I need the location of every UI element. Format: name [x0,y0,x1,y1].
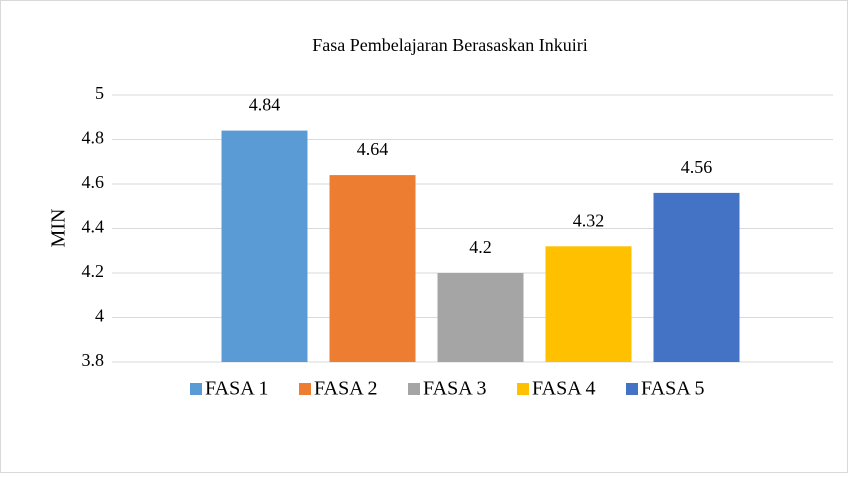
y-tick-label: 4.6 [82,172,105,192]
data-label: 4.32 [573,210,605,230]
legend-label: FASA 3 [423,378,487,400]
data-label: 4.2 [469,237,492,257]
bar [545,246,632,362]
y-tick-label: 4.4 [82,217,105,237]
y-tick-label: 4.8 [82,128,105,148]
y-tick-label: 3.8 [82,350,105,370]
legend-swatch [517,383,529,395]
legend-swatch [408,383,420,395]
data-label: 4.84 [249,95,281,115]
y-tick-label: 4 [95,306,104,326]
legend-label: FASA 5 [641,378,705,400]
legend-swatch [190,383,202,395]
data-label: 4.56 [681,157,713,177]
legend-label: FASA 1 [205,378,269,400]
bar [437,273,524,362]
data-label: 4.64 [357,139,389,159]
y-tick-label: 5 [95,83,104,103]
chart-title: Fasa Pembelajaran Berasaskan Inkuiri [312,35,587,55]
y-axis-label: MIN [48,209,70,248]
legend-swatch [626,383,638,395]
legend-label: FASA 4 [532,378,596,400]
bar [653,192,740,362]
legend-swatch [299,383,311,395]
legend-label: FASA 2 [314,378,378,400]
bar [221,130,308,362]
y-tick-label: 4.2 [82,261,105,281]
bar [329,175,416,362]
